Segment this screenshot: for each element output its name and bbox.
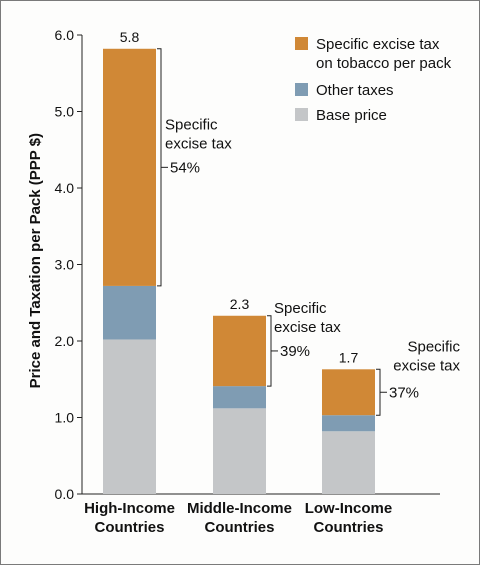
bar-segment bbox=[322, 369, 375, 416]
excise-bracket bbox=[376, 368, 381, 416]
y-tick-label: 2.0 bbox=[55, 333, 75, 349]
y-tick-label: 0.0 bbox=[55, 486, 75, 502]
bar-segment bbox=[213, 386, 266, 409]
bar-segment bbox=[322, 431, 375, 494]
excise-percent-label: 37% bbox=[389, 384, 419, 401]
y-tick-label: 4.0 bbox=[55, 180, 75, 196]
bar-segment bbox=[213, 315, 266, 387]
excise-bracket bbox=[267, 315, 272, 387]
y-tick-label: 6.0 bbox=[55, 27, 75, 43]
excise-bracket bbox=[157, 48, 162, 287]
y-tick-label: 1.0 bbox=[55, 410, 75, 426]
legend-label: Specific excise tax on tobacco per pack bbox=[316, 36, 452, 72]
category-label: Low-Income Countries bbox=[305, 500, 393, 536]
category-label: Middle-Income Countries bbox=[187, 500, 292, 536]
legend-swatch bbox=[295, 37, 308, 50]
bar-segment bbox=[322, 415, 375, 432]
bar-segment bbox=[103, 48, 156, 286]
category-label: High-Income Countries bbox=[84, 500, 175, 536]
legend-label: Other taxes bbox=[316, 82, 394, 99]
bar-total-label: 5.8 bbox=[120, 29, 140, 45]
excise-annotation: Specific excise tax bbox=[165, 116, 232, 152]
legend-swatch bbox=[295, 108, 308, 121]
bar-total-label: 2.3 bbox=[230, 296, 250, 312]
bar-segment bbox=[213, 408, 266, 494]
legend-swatch bbox=[295, 83, 308, 96]
excise-percent-label: 54% bbox=[170, 159, 200, 176]
y-tick-label: 3.0 bbox=[55, 257, 75, 273]
y-axis-title: Price and Taxation per Pack (PPP $) bbox=[27, 133, 44, 388]
bar-segment bbox=[103, 339, 156, 494]
excise-annotation: Specific excise tax bbox=[393, 338, 460, 374]
bar-segment bbox=[103, 285, 156, 340]
excise-annotation: Specific excise tax bbox=[274, 300, 341, 336]
bar-total-label: 1.7 bbox=[339, 349, 359, 365]
excise-percent-label: 39% bbox=[280, 343, 310, 360]
legend-label: Base price bbox=[316, 107, 387, 124]
y-tick-label: 5.0 bbox=[55, 104, 75, 120]
